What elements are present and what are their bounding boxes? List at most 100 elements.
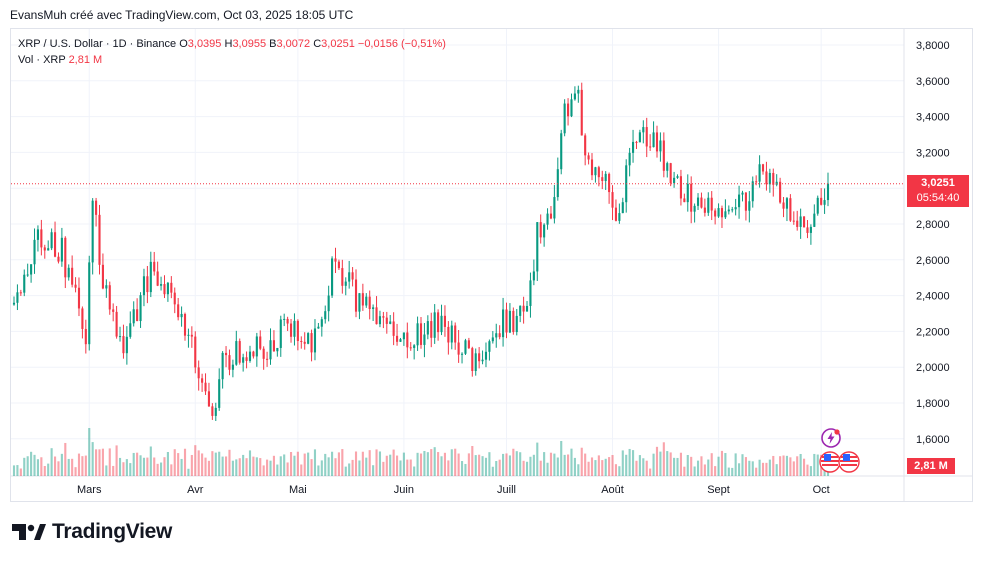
volume-bar <box>450 449 453 476</box>
volume-bar <box>484 457 488 476</box>
volume-bar <box>112 465 115 476</box>
volume-bar <box>74 467 77 476</box>
candle-body <box>389 321 392 324</box>
candle-body <box>693 205 696 212</box>
volume-bar <box>101 448 104 476</box>
candle-body <box>454 325 457 343</box>
volume-bar <box>334 458 337 476</box>
volume-bar <box>105 465 108 476</box>
tradingview-brand[interactable]: TradingView <box>12 520 172 544</box>
volume-bar <box>601 460 604 476</box>
candle-body <box>57 256 60 262</box>
candle-body <box>676 176 679 178</box>
volume-bar <box>454 448 457 476</box>
candle-body <box>368 296 371 309</box>
candle-body <box>645 127 648 147</box>
volume-bar <box>738 463 741 476</box>
candle-body <box>529 280 532 306</box>
lightning-event-icon[interactable] <box>820 427 842 449</box>
candle-body <box>385 317 388 324</box>
candle-body <box>611 192 614 208</box>
candle-body <box>272 340 275 352</box>
candle-body <box>519 305 522 316</box>
y-tick-label: 1,6000 <box>916 434 950 446</box>
tradingview-brand-text: TradingView <box>52 520 173 543</box>
candle-body <box>50 232 53 249</box>
last-volume-tag: 2,81 M <box>907 458 955 474</box>
volume-bar <box>758 459 761 476</box>
candle-body <box>443 315 447 327</box>
volume-bar <box>272 455 275 476</box>
volume-bar <box>659 451 662 476</box>
candle-body <box>101 264 104 289</box>
volume-bar <box>170 464 173 476</box>
volume-bar <box>775 464 778 476</box>
candle-body <box>221 352 224 380</box>
volume-bar <box>816 454 819 476</box>
candle-body <box>543 224 546 238</box>
candle-body <box>638 132 641 143</box>
candle-body <box>502 309 505 338</box>
candle-body <box>467 340 470 349</box>
volume-bar <box>700 456 703 476</box>
candle-body <box>136 309 139 322</box>
volume-bar <box>289 452 293 476</box>
volume-bar <box>707 459 710 476</box>
volume-bar <box>474 455 477 476</box>
volume-bar <box>324 453 327 476</box>
volume-bar <box>440 456 443 476</box>
volume-bar <box>460 461 464 476</box>
candle-body <box>765 171 768 185</box>
symbol-label[interactable]: XRP / U.S. Dollar · 1D · Binance <box>18 38 177 50</box>
candle-body <box>16 292 19 303</box>
y-tick-label: 2,2000 <box>916 326 950 338</box>
candle-body <box>597 167 600 178</box>
x-tick-label: Oct <box>813 484 830 496</box>
candle-body <box>392 321 395 336</box>
high-value: 3,0955 <box>232 38 267 50</box>
candle-body <box>320 319 323 327</box>
candle-body <box>293 320 296 337</box>
volume-bar <box>785 455 789 476</box>
candle-body <box>488 341 491 352</box>
candle-body <box>286 318 289 324</box>
us-flag-event-icon[interactable] <box>818 450 862 474</box>
candle-body <box>820 197 823 205</box>
candle-body <box>512 310 515 333</box>
y-tick-label: 2,4000 <box>916 291 950 303</box>
y-tick-label: 3,8000 <box>916 40 950 52</box>
volume-bar <box>194 445 197 476</box>
volume-bar <box>53 456 57 476</box>
candle-body <box>649 146 652 148</box>
volume-bar <box>796 456 799 476</box>
volume-bar <box>741 454 744 476</box>
volume-bar <box>255 457 258 476</box>
candle-body <box>224 352 228 356</box>
x-tick-label: Sept <box>707 484 730 496</box>
candle-body <box>204 382 207 392</box>
volume-bar <box>423 450 426 476</box>
volume-bar <box>348 463 351 476</box>
x-tick-label: Juin <box>394 484 414 496</box>
volume-bar <box>464 463 467 476</box>
volume-bar <box>40 457 43 476</box>
candle-body <box>437 312 440 333</box>
volume-bar <box>395 455 399 476</box>
volume-bar <box>296 451 299 476</box>
candle-body <box>334 258 337 262</box>
candle-body <box>108 285 111 310</box>
candle-body <box>478 353 481 362</box>
volume-bar <box>303 453 306 476</box>
volume-bar <box>238 458 241 476</box>
chart-frame <box>10 28 973 502</box>
volume-bar <box>71 458 74 476</box>
candle-body <box>361 293 364 306</box>
volume-bar <box>471 446 474 476</box>
volume-bar <box>293 455 296 476</box>
volume-label[interactable]: Vol · XRP <box>18 54 66 66</box>
ohlc-legend-row: XRP / U.S. Dollar · 1D · Binance O3,0395… <box>18 36 446 52</box>
candle-body <box>187 334 190 336</box>
candle-body <box>669 163 672 184</box>
low-value: 3,0072 <box>276 38 311 50</box>
